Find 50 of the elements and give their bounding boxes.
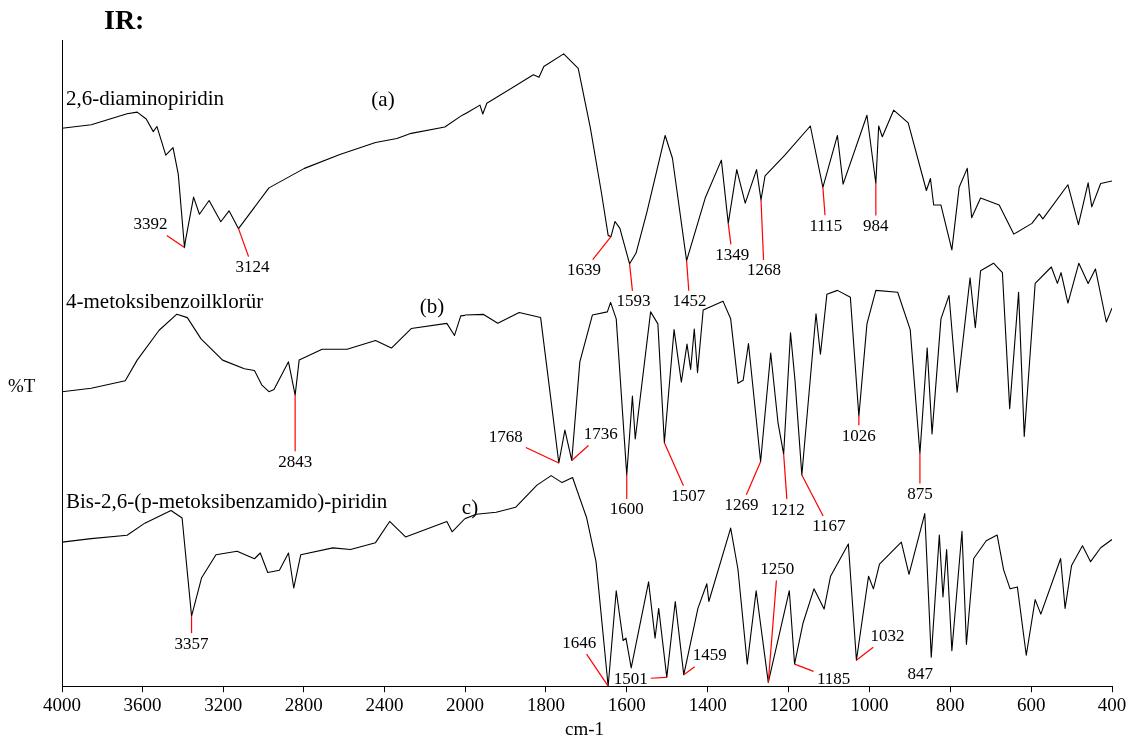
annotation: 1026 [841,425,876,445]
annotation: 1032 [870,625,905,645]
series-label: Bis-2,6-(p-metoksibenzamido)-piridin [66,488,388,513]
annotation: 1349 [715,244,750,264]
annotation: (b) [419,293,445,318]
annotation: 1736 [583,423,618,443]
annotation: 1501 [613,668,648,688]
x-tick-label: 3600 [123,693,162,715]
annotation: 1459 [692,645,727,665]
annotation: 1115 [809,215,843,235]
x-tick-label: 1800 [526,693,565,715]
annotation: 1646 [562,632,597,652]
annotation: 3357 [174,633,210,653]
x-tick-label: 4000 [43,693,81,715]
x-tick-label: 1400 [688,693,727,715]
annotation: c) [461,494,479,519]
x-tick-label: 2400 [365,693,404,715]
x-tick-label: 600 [1016,693,1046,715]
annotation: 847 [907,663,934,683]
annotation: 1212 [770,499,805,519]
annotation: 1600 [609,499,644,519]
annotation: 1167 [812,516,847,536]
annotation: 1507 [671,486,706,506]
annotation: 875 [907,483,933,503]
annotation: 3124 [235,257,271,277]
annotation: 984 [863,216,890,235]
x-tick-label: 400 [1097,693,1127,715]
x-tick-label: 1200 [769,693,808,715]
annotation: 1250 [760,558,795,578]
y-axis-title: %T [8,375,36,397]
series-label: 2,6-diaminopiridin [66,85,225,110]
text: (a) [371,86,395,111]
annotation: 1269 [724,495,759,515]
x-tick-label: 800 [936,693,965,715]
annotation: 1452 [672,291,707,311]
series-label: 4-metoksibenzoilklorür [66,289,264,314]
x-tick-label: 3200 [204,693,243,715]
annotation: 2843 [278,451,313,471]
x-axis-title: cm-1 [565,718,605,740]
x-tick-label: 2800 [284,693,323,715]
x-tick-label: 2000 [446,693,484,715]
annotation: 1593 [616,291,651,311]
annotation: 3392 [133,214,168,234]
annotation: 1268 [747,260,781,280]
annotation: 1768 [488,427,523,447]
annotation: 1185 [816,668,851,688]
annotation: 1639 [566,260,601,280]
x-tick-label: 1000 [850,693,889,715]
x-tick-label: 1600 [607,693,646,715]
chart-title: IR: [104,4,145,36]
